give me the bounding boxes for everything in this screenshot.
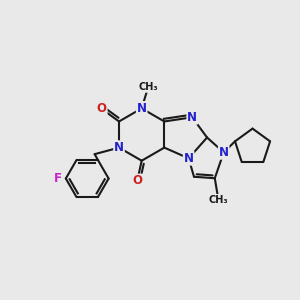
- Text: O: O: [97, 103, 107, 116]
- Text: N: N: [114, 141, 124, 154]
- Text: N: N: [137, 102, 147, 115]
- Text: CH₃: CH₃: [208, 195, 228, 205]
- Text: O: O: [132, 174, 142, 188]
- Text: N: N: [219, 146, 229, 159]
- Text: N: N: [184, 152, 194, 165]
- Text: CH₃: CH₃: [138, 82, 158, 92]
- Text: N: N: [187, 111, 197, 124]
- Text: F: F: [53, 172, 62, 185]
